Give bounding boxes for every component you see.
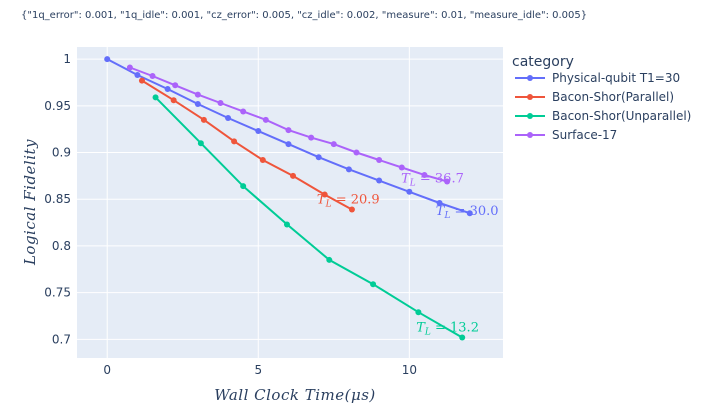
chart-subtitle: {"1q_error": 0.001, "1q_idle": 0.001, "c… — [21, 10, 587, 21]
y-tick-label: 0.75 — [44, 286, 71, 300]
data-point — [194, 91, 201, 98]
data-point — [197, 140, 204, 147]
y-axis-title: Logical Fidelity — [21, 139, 39, 266]
data-point — [345, 166, 352, 173]
data-point — [308, 134, 315, 141]
data-point — [285, 141, 292, 148]
data-point — [262, 116, 269, 123]
data-point — [444, 178, 451, 185]
x-tick-label: 10 — [402, 363, 417, 377]
y-tick-label: 0.8 — [52, 239, 71, 253]
data-point — [283, 221, 290, 228]
series-layer — [104, 56, 473, 341]
data-point — [466, 210, 473, 217]
data-point — [200, 116, 207, 123]
data-point — [315, 154, 322, 161]
data-point — [217, 100, 224, 107]
y-tick-label: 0.85 — [44, 192, 71, 206]
legend-swatch-marker — [527, 94, 533, 100]
data-point — [330, 141, 337, 148]
legend-label: Bacon-Shor(Parallel) — [552, 90, 674, 104]
data-point — [149, 72, 156, 79]
legend-label: Physical-qubit T1=30 — [552, 71, 680, 85]
series-annotation: TL = 13.2 — [416, 320, 479, 337]
data-point — [436, 199, 443, 206]
data-point — [321, 191, 328, 198]
data-point — [225, 114, 232, 121]
data-point — [259, 157, 266, 164]
series-line — [154, 96, 463, 339]
plot-area — [77, 47, 503, 358]
data-point — [421, 171, 428, 178]
legend-swatch-marker — [527, 75, 533, 81]
x-tick-label: 0 — [103, 363, 111, 377]
series-1 — [138, 77, 355, 213]
legend[interactable]: category Physical-qubit T1=30 Bacon-Shor(… — [512, 54, 691, 142]
data-point — [134, 72, 141, 79]
data-point — [398, 164, 405, 171]
legend-swatch-marker — [527, 113, 533, 119]
legend-title: category — [512, 54, 574, 70]
data-point — [290, 172, 297, 179]
y-tick-label: 1 — [63, 52, 71, 66]
data-point — [415, 309, 422, 316]
legend-swatch-marker — [527, 132, 533, 138]
data-point — [376, 157, 383, 164]
data-point — [231, 138, 238, 145]
y-tick-label: 0.7 — [52, 332, 71, 346]
data-point — [152, 94, 159, 101]
data-point — [170, 97, 177, 104]
series-annotation: TL = 30.0 — [436, 204, 499, 221]
y-tick-label: 0.95 — [44, 99, 71, 113]
axis-ticks: 0 5 10 0.7 0.75 0.8 0.85 0.9 0.95 1 — [44, 52, 417, 377]
data-point — [376, 177, 383, 184]
data-point — [370, 281, 377, 288]
legend-item[interactable]: Bacon-Shor(Unparallel) — [515, 109, 691, 123]
data-point — [240, 183, 247, 190]
series-annotation: TL = 36.7 — [401, 171, 464, 188]
data-point — [285, 127, 292, 134]
data-point — [459, 334, 466, 341]
data-point — [348, 206, 355, 213]
data-point — [255, 128, 262, 135]
legend-item[interactable]: Bacon-Shor(Parallel) — [515, 90, 674, 104]
x-axis-title: Wall Clock Time(μs) — [214, 386, 376, 404]
data-point — [172, 82, 179, 89]
data-point — [164, 86, 171, 93]
legend-label: Bacon-Shor(Unparallel) — [552, 109, 691, 123]
data-point — [326, 256, 333, 263]
series-3 — [126, 64, 451, 185]
series-0 — [104, 56, 473, 217]
data-point — [126, 64, 133, 71]
data-point — [353, 149, 360, 156]
series-line — [141, 79, 353, 211]
legend-item[interactable]: Surface-17 — [515, 128, 617, 142]
series-2 — [152, 94, 466, 341]
data-point — [240, 108, 247, 115]
legend-item[interactable]: Physical-qubit T1=30 — [515, 71, 680, 85]
y-tick-label: 0.9 — [52, 146, 71, 160]
x-tick-label: 5 — [254, 363, 262, 377]
series-annotation: TL = 20.9 — [317, 193, 380, 210]
data-point — [194, 100, 201, 107]
data-point — [138, 77, 145, 84]
data-point — [406, 188, 413, 195]
legend-label: Surface-17 — [552, 128, 617, 142]
annotations: TL = 30.0 TL = 20.9 TL = 13.2 TL = 36.7 — [317, 171, 499, 337]
data-point — [104, 56, 111, 63]
